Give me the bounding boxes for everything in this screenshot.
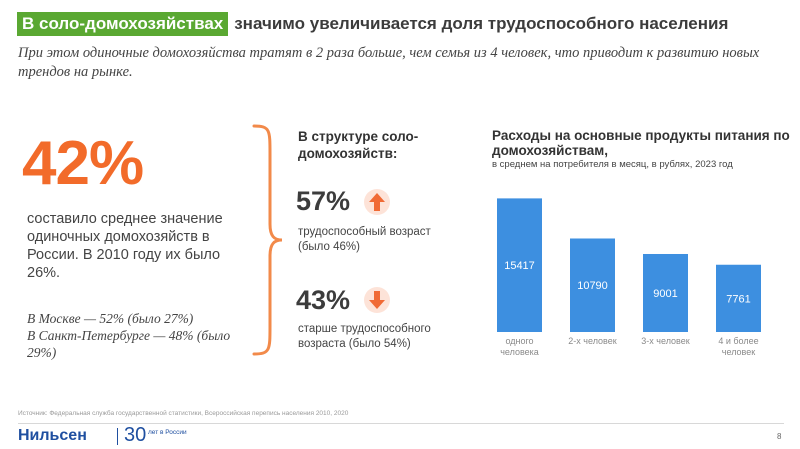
bar-value-label-0: 15417 bbox=[504, 260, 535, 272]
chart-title: Расходы на основные продукты питания по … bbox=[492, 128, 790, 158]
stat2-description: старше трудоспособного возраста (было 54… bbox=[298, 323, 431, 350]
category-label-0-1: человека bbox=[500, 347, 539, 357]
source-note: Источник: Федеральная служба государстве… bbox=[18, 410, 349, 417]
category-label-1-0: 2-х человек bbox=[568, 336, 616, 346]
logo-years-text: лет в России bbox=[148, 429, 187, 436]
title-highlight: В соло-домохозяйствах bbox=[17, 12, 229, 36]
category-label-3-1: человек bbox=[722, 347, 755, 357]
footer-divider bbox=[18, 423, 784, 424]
arrow-down-icon bbox=[364, 287, 390, 313]
bar-value-label-2: 9001 bbox=[653, 288, 677, 300]
logo-separator bbox=[117, 428, 118, 445]
big-percent: 42% bbox=[22, 129, 144, 198]
title-text: значимо увеличивается доля трудоспособно… bbox=[234, 14, 729, 33]
bar-value-label-3: 7761 bbox=[726, 293, 750, 305]
category-label-0-0: одного bbox=[505, 336, 533, 346]
stat2-percent: 43% bbox=[296, 285, 351, 315]
arrow-up-icon bbox=[364, 189, 390, 215]
bar-2 bbox=[643, 253, 688, 332]
chart-subtitle: в среднем на потребителя в месяц, в рубл… bbox=[492, 159, 733, 170]
page-title: В соло-домохозяйствах значимо увеличивае… bbox=[17, 12, 728, 36]
stat1-percent: 57% bbox=[296, 186, 351, 216]
bar-0 bbox=[497, 198, 542, 332]
curly-brace bbox=[252, 124, 283, 356]
subtitle: При этом одиночные домохозяйства тратят … bbox=[18, 45, 760, 80]
spb-note: В Санкт-Петербурге — 48% (было 29%) bbox=[27, 328, 231, 360]
logo-30: 30 bbox=[124, 424, 147, 446]
main-description: составило среднее значение одиночных дом… bbox=[27, 211, 223, 281]
city-notes: В Москве — 52% (было 27%) В Санкт-Петерб… bbox=[27, 310, 257, 361]
moscow-note: В Москве — 52% (было 27%) bbox=[27, 311, 194, 326]
bar-1 bbox=[570, 238, 615, 332]
stat1-description: трудоспособный возраст (было 46%) bbox=[298, 226, 431, 253]
category-label-3-0: 4 и более bbox=[718, 336, 758, 346]
category-label-2-0: 3-х человек bbox=[641, 336, 689, 346]
bar-3 bbox=[716, 264, 761, 332]
structure-title: В структуре соло-домохозяйств: bbox=[298, 129, 419, 161]
bar-value-label-1: 10790 bbox=[577, 280, 608, 292]
page-number: 8 bbox=[777, 432, 782, 441]
nielsen-logo: Нильсен bbox=[18, 427, 87, 444]
